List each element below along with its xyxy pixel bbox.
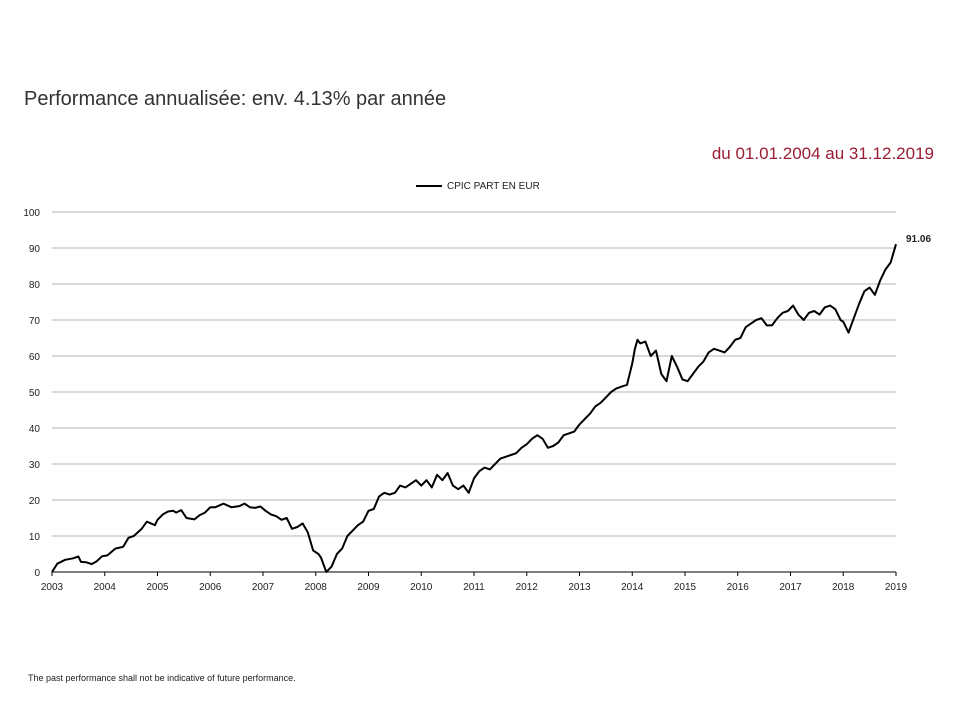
period-range: du 01.01.2004 au 31.12.2019 [711, 144, 934, 163]
y-tick-label: 30 [29, 460, 41, 471]
x-tick-label: 2014 [621, 582, 644, 593]
x-tick-label: 2005 [146, 582, 169, 593]
y-tick-label: 60 [29, 352, 41, 363]
gridlines [52, 211, 896, 573]
y-tick-label: 50 [29, 388, 41, 399]
y-tick-label: 40 [29, 424, 41, 435]
x-tick-label: 2016 [727, 582, 750, 593]
end-value-label: 91.06 [906, 234, 931, 245]
x-tick-label: 2003 [41, 582, 64, 593]
series-line-0 [51, 243, 897, 573]
legend: CPIC PART EN EUR [416, 181, 540, 192]
y-axis-ticks: 0 10 20 30 40 50 60 70 80 90 100 [23, 208, 40, 579]
y-tick-label: 80 [29, 280, 41, 291]
y-tick-label: 100 [23, 208, 40, 219]
y-tick-label: 70 [29, 316, 41, 327]
x-tick-label: 2013 [568, 582, 591, 593]
y-tick-label: 90 [29, 244, 41, 255]
y-tick-label: 10 [29, 532, 41, 543]
x-tick-label: 2004 [94, 582, 117, 593]
x-tick-label: 2018 [832, 582, 855, 593]
x-tick-label: 2010 [410, 582, 433, 593]
x-tick-label: 2008 [305, 582, 328, 593]
y-tick-label: 20 [29, 496, 41, 507]
legend-label: CPIC PART EN EUR [447, 181, 540, 192]
x-tick-label: 2017 [779, 582, 802, 593]
x-tick-label: 2006 [199, 582, 222, 593]
x-tick-label: 2019 [885, 582, 908, 593]
disclaimer: The past performance shall not be indica… [28, 673, 296, 683]
y-tick-label: 0 [34, 568, 40, 579]
x-tick-label: 2015 [674, 582, 697, 593]
x-tick-label: 2012 [516, 582, 539, 593]
series-layer [51, 243, 897, 573]
chart-title: Performance annualisée: env. 4.13% par a… [24, 88, 447, 110]
x-axis-ticks: 2003 2004 2005 2006 2007 2008 2009 2010 2011 2012… [41, 572, 908, 593]
x-tick-label: 2007 [252, 582, 275, 593]
x-tick-label: 2009 [357, 582, 380, 593]
x-tick-label: 2011 [463, 582, 485, 593]
